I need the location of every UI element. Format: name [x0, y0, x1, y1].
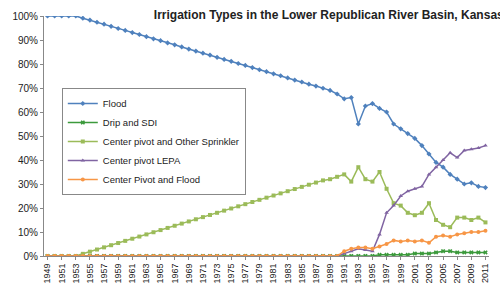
- svg-text:1957: 1957: [99, 264, 109, 284]
- svg-text:Irrigation Types in the Lower: Irrigation Types in the Lower Republican…: [154, 8, 500, 22]
- svg-text:1965: 1965: [155, 264, 165, 284]
- svg-text:1995: 1995: [367, 264, 377, 284]
- svg-text:2009: 2009: [466, 264, 476, 284]
- svg-text:1951: 1951: [57, 264, 67, 284]
- svg-text:2007: 2007: [452, 264, 462, 284]
- svg-text:0%: 0%: [24, 251, 39, 262]
- svg-text:Drip and SDI: Drip and SDI: [103, 117, 157, 128]
- svg-text:2005: 2005: [438, 264, 448, 284]
- svg-text:50%: 50%: [18, 131, 38, 142]
- svg-text:2003: 2003: [424, 264, 434, 284]
- svg-text:10%: 10%: [18, 227, 38, 238]
- svg-text:Center pivot LEPA: Center pivot LEPA: [103, 155, 181, 166]
- svg-text:1953: 1953: [71, 264, 81, 284]
- svg-text:1975: 1975: [226, 264, 236, 284]
- svg-text:1967: 1967: [170, 264, 180, 284]
- svg-text:1977: 1977: [240, 264, 250, 284]
- svg-text:1983: 1983: [283, 264, 293, 284]
- svg-text:90%: 90%: [18, 35, 38, 46]
- svg-text:1961: 1961: [127, 264, 137, 284]
- svg-text:1979: 1979: [254, 264, 264, 284]
- svg-text:1959: 1959: [113, 264, 123, 284]
- svg-text:20%: 20%: [18, 203, 38, 214]
- svg-text:2011: 2011: [480, 264, 490, 283]
- svg-text:70%: 70%: [18, 83, 38, 94]
- svg-text:40%: 40%: [18, 155, 38, 166]
- svg-text:80%: 80%: [18, 59, 38, 70]
- svg-text:1969: 1969: [184, 264, 194, 284]
- svg-text:2001: 2001: [410, 264, 420, 284]
- svg-text:1985: 1985: [297, 264, 307, 284]
- svg-text:30%: 30%: [18, 179, 38, 190]
- svg-text:1991: 1991: [339, 264, 349, 284]
- svg-text:Center pivot and Other Sprinkl: Center pivot and Other Sprinkler: [103, 136, 239, 147]
- svg-text:60%: 60%: [18, 107, 38, 118]
- svg-text:1955: 1955: [85, 264, 95, 284]
- svg-text:1971: 1971: [198, 264, 208, 284]
- svg-text:1981: 1981: [268, 264, 278, 284]
- svg-text:Flood: Flood: [103, 98, 127, 109]
- svg-text:1973: 1973: [212, 264, 222, 284]
- svg-text:100%: 100%: [12, 11, 38, 22]
- svg-text:Center Pivot and Flood: Center Pivot and Flood: [103, 174, 200, 185]
- svg-text:1987: 1987: [311, 264, 321, 284]
- svg-text:1949: 1949: [42, 264, 52, 284]
- svg-text:1993: 1993: [353, 264, 363, 284]
- svg-text:1999: 1999: [396, 264, 406, 284]
- svg-text:1963: 1963: [141, 264, 151, 284]
- svg-text:1997: 1997: [382, 264, 392, 284]
- svg-text:1989: 1989: [325, 264, 335, 284]
